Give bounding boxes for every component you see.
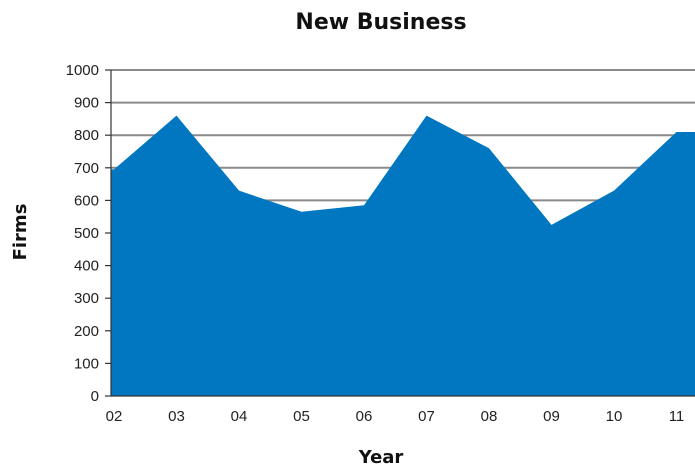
x-axis-title: Year bbox=[358, 447, 404, 468]
x-tick-label: 07 bbox=[418, 408, 435, 425]
y-axis-title: Firms bbox=[10, 204, 31, 261]
y-tick-label: 500 bbox=[74, 225, 99, 242]
y-axis-ticks: 0 100 200 300 400 500 600 700 800 900 1000 bbox=[66, 62, 111, 405]
x-tick-label: 03 bbox=[168, 408, 185, 425]
y-tick-label: 400 bbox=[74, 258, 99, 275]
y-tick-label: 700 bbox=[74, 160, 99, 177]
y-tick-label: 0 bbox=[91, 388, 99, 405]
plot-area bbox=[111, 115, 695, 396]
y-tick-label: 600 bbox=[74, 192, 99, 209]
chart-title: New Business bbox=[295, 10, 466, 35]
x-tick-label: 04 bbox=[231, 408, 248, 425]
y-tick-label: 300 bbox=[74, 290, 99, 307]
y-tick-label: 800 bbox=[74, 127, 99, 144]
area-series bbox=[111, 115, 695, 396]
x-tick-label: 05 bbox=[293, 408, 310, 425]
y-tick-label: 100 bbox=[74, 355, 99, 372]
x-tick-label: 09 bbox=[543, 408, 560, 425]
x-tick-label: 11 bbox=[669, 408, 685, 425]
x-tick-label: 06 bbox=[356, 408, 373, 425]
y-tick-label: 1000 bbox=[66, 62, 99, 79]
y-tick-label: 200 bbox=[74, 323, 99, 340]
y-tick-label: 900 bbox=[74, 95, 99, 112]
x-tick-label: 10 bbox=[606, 408, 623, 425]
x-tick-label: 08 bbox=[481, 408, 498, 425]
x-axis-ticks: 02 03 04 05 06 07 08 09 10 11 bbox=[106, 408, 685, 425]
x-tick-label: 02 bbox=[106, 408, 123, 425]
